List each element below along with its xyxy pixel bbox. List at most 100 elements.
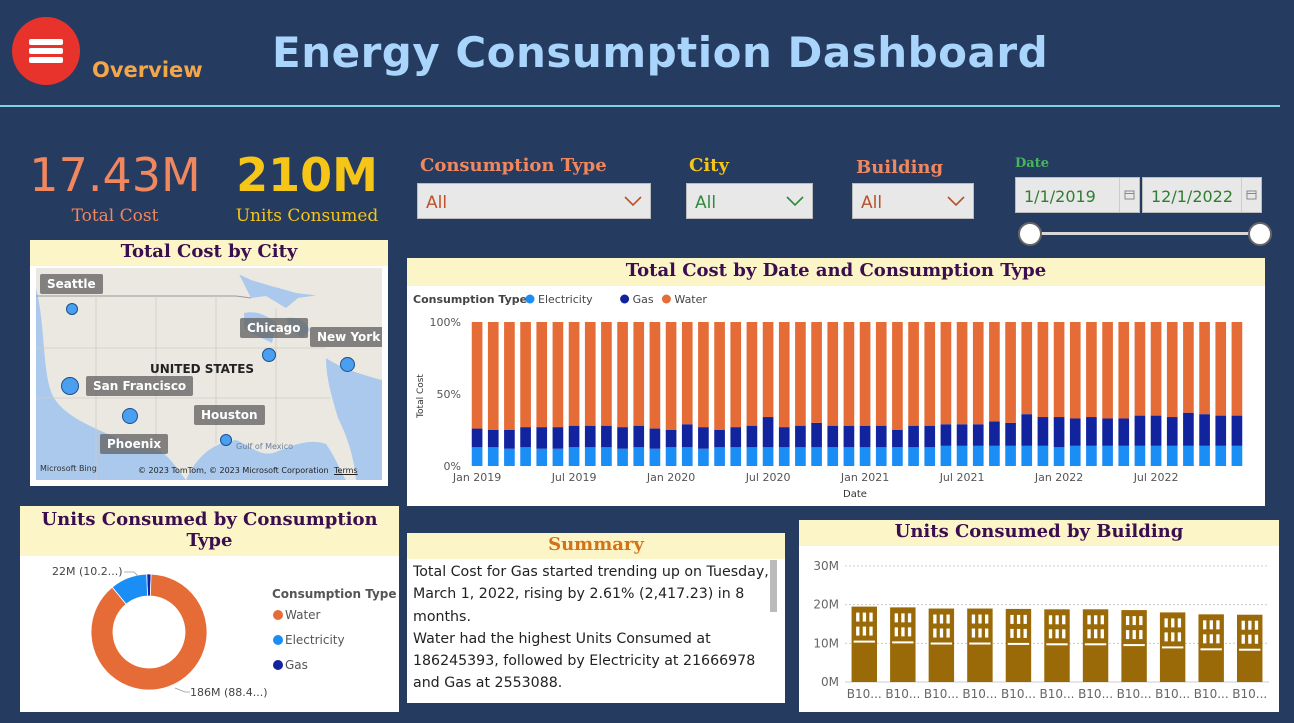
stack-bar-segment-water (811, 322, 822, 423)
menu-button[interactable] (12, 17, 80, 85)
map-area[interactable]: UNITED STATES Seattle Chicago New York S… (36, 268, 382, 480)
stack-bar-segment-water (843, 322, 855, 426)
building-window (869, 612, 873, 622)
building-window (1010, 628, 1014, 638)
units-by-building-chart[interactable]: Units Consumed by Building 0M 10M 20M 30M B… (799, 520, 1279, 712)
building-bar (1159, 612, 1186, 682)
total-cost-by-date-chart[interactable]: Total Cost by Date and Consumption Type … (407, 258, 1265, 506)
city-label-new-york: New York (310, 327, 382, 347)
date-start-input[interactable]: 1/1/2019 (1015, 177, 1140, 213)
stack-x-tick: Jan 2020 (646, 471, 695, 484)
stack-bar-segment-electricity (504, 448, 515, 466)
stack-bar-segment-gas (520, 427, 531, 448)
map-terms-link[interactable]: Terms (334, 466, 358, 475)
bld-x-tick: B10... (1155, 687, 1190, 701)
date-end-input[interactable]: 12/1/2022 (1142, 177, 1262, 213)
building-window (1055, 615, 1059, 625)
building-window (1177, 632, 1182, 642)
stack-bar-segment-water (1037, 322, 1049, 418)
city-label-houston: Houston (194, 405, 265, 425)
bld-x-tick: B10... (1117, 687, 1152, 701)
building-bar (967, 608, 993, 682)
city-bubble-new-york[interactable] (340, 357, 355, 372)
donut-slice-water (90, 573, 208, 691)
stack-bar-segment-electricity (892, 447, 903, 466)
consumption-type-dropdown[interactable]: All (417, 183, 651, 219)
overview-nav-link[interactable]: Overview (92, 58, 203, 82)
building-window (971, 628, 976, 638)
stack-bar-segment-gas (908, 425, 919, 448)
donut-legend-label-water: Water (285, 608, 321, 622)
building-window (862, 626, 867, 636)
stack-bar-segment-electricity (795, 447, 806, 466)
summary-scrollbar[interactable] (770, 560, 777, 612)
bld-x-tick: B10... (962, 687, 997, 701)
building-dropdown[interactable]: All (852, 183, 974, 219)
date-range-slider-end-handle[interactable] (1248, 222, 1272, 246)
date-start-value: 1/1/2019 (1024, 187, 1096, 206)
stack-bar-segment-gas (843, 425, 855, 448)
stack-bar-segment-water (584, 322, 596, 426)
city-label-san-francisco: San Francisco (86, 376, 194, 396)
consumption-type-slicer-title: Consumption Type (420, 155, 607, 176)
stack-bar-segment-electricity (908, 447, 919, 466)
summary-panel: Summary Total Cost for Gas started trend… (407, 533, 785, 703)
stack-y-tick: 50% (437, 388, 461, 401)
building-floor-line (892, 641, 914, 644)
stack-bar-segment-gas (827, 425, 839, 448)
stack-bar-segment-water (504, 322, 515, 430)
building-floor-line (1239, 648, 1261, 651)
date-range-slider-start-handle[interactable] (1018, 222, 1042, 246)
stack-bar-segment-water (989, 322, 1000, 422)
building-window (1203, 620, 1207, 630)
stack-bar-segment-gas (859, 425, 871, 448)
total-cost-by-city-map[interactable]: Total Cost by City UNITED STATES Seattle… (30, 240, 388, 486)
building-window (939, 614, 944, 624)
bld-x-tick: B10... (1078, 687, 1113, 701)
stack-bar-segment-water (649, 322, 661, 429)
city-bubble-houston[interactable] (220, 434, 232, 446)
building-bar (1044, 609, 1070, 682)
stack-bar-segment-electricity (1005, 445, 1016, 466)
date-range-slider-track[interactable] (1030, 232, 1260, 235)
building-window (1203, 634, 1207, 644)
stack-bar-segment-water (778, 322, 790, 428)
bld-x-tick: B10... (847, 687, 882, 701)
chevron-down-icon (786, 196, 804, 207)
calendar-icon[interactable] (1241, 178, 1261, 212)
city-bubble-seattle[interactable] (66, 303, 78, 315)
stack-bar-segment-water (714, 322, 725, 430)
units-by-consumption-type-chart[interactable]: Units Consumed by Consumption Type 22M (… (20, 506, 399, 712)
donut-label-water: 186M (88.4...) (190, 686, 268, 699)
stack-bar-segment-gas (1199, 414, 1210, 446)
city-dropdown[interactable]: All (686, 183, 813, 219)
consumption-type-dropdown-value: All (426, 193, 448, 213)
city-bubble-phoenix[interactable] (122, 408, 138, 424)
stack-bar-segment-gas (989, 421, 1000, 446)
stack-bar-segment-water (520, 322, 531, 428)
stack-bar-segment-water (1118, 322, 1130, 419)
stack-bar-segment-gas (875, 425, 887, 448)
legend-swatch-electricity (525, 294, 535, 304)
city-label-phoenix: Phoenix (100, 434, 169, 454)
hamburger-menu-icon (29, 39, 63, 45)
city-bubble-san-francisco[interactable] (61, 377, 79, 395)
stack-bar-segment-electricity (1134, 445, 1146, 466)
stack-bar-segment-electricity (843, 447, 855, 466)
stack-bar-segment-gas (811, 422, 822, 448)
stack-legend-title: Consumption Type (413, 293, 527, 306)
stack-bar-segment-water (875, 322, 887, 426)
header-divider (0, 105, 1280, 107)
calendar-icon[interactable] (1119, 178, 1139, 212)
building-window (984, 628, 989, 638)
stack-bar-segment-electricity (1199, 445, 1210, 466)
donut-chart-plot[interactable]: 22M (10.2...) 186M (88.4...) Consumption… (20, 556, 399, 712)
stack-chart-plot[interactable]: Consumption Type Electricity Gas Water 0% 5… (407, 286, 1265, 506)
stack-bar-segment-gas (536, 427, 548, 449)
stack-bar-segment-water (1215, 322, 1227, 416)
city-bubble-chicago[interactable] (262, 348, 276, 362)
building-bar (1198, 614, 1224, 682)
building-window (946, 614, 950, 624)
